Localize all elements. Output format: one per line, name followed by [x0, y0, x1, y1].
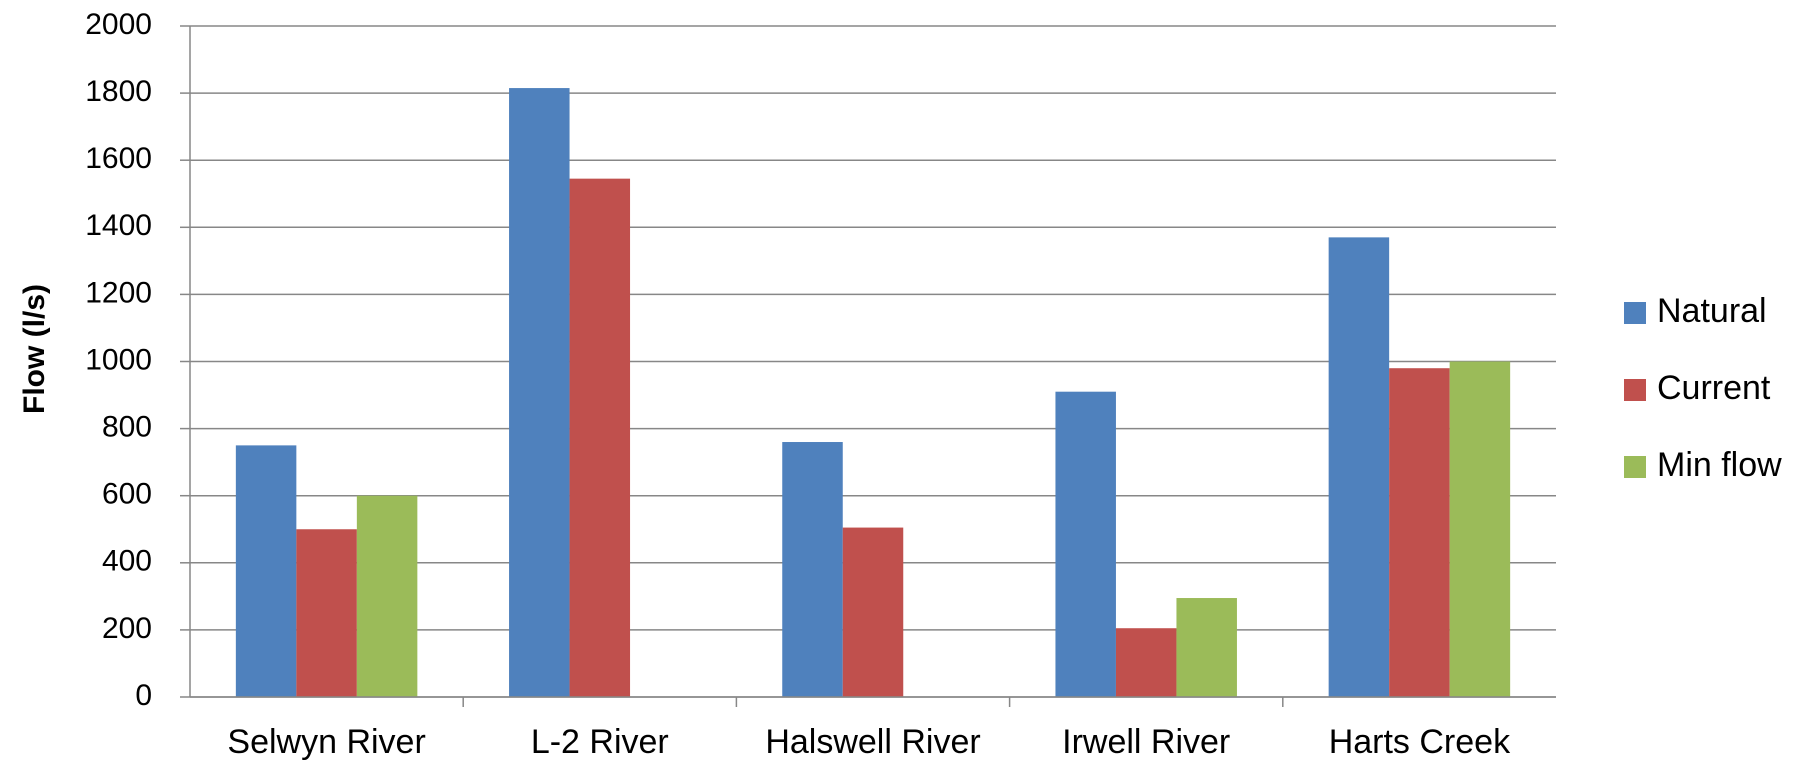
y-axis-title: Flow (l/s) — [18, 284, 51, 414]
legend-label: Min flow — [1657, 446, 1782, 484]
x-category-label: Irwell River — [1062, 723, 1230, 761]
bar-natural — [235, 445, 297, 697]
bar-natural — [1055, 391, 1116, 697]
x-category-label: Halswell River — [765, 723, 980, 761]
y-tick-label: 1200 — [85, 276, 152, 309]
bar-current — [1389, 368, 1450, 697]
y-tick-label: 600 — [102, 478, 152, 511]
legend: Natural Current Min flow — [1624, 292, 1782, 484]
legend-label: Current — [1657, 369, 1771, 407]
bar-current — [569, 178, 631, 698]
bar-min-flow — [1449, 361, 1511, 697]
legend-swatch — [1624, 456, 1646, 478]
bar-current — [842, 527, 904, 697]
y-tick-label: 1400 — [85, 209, 152, 242]
bars — [235, 88, 1511, 698]
bar-current — [296, 529, 357, 697]
bar-min-flow — [1176, 598, 1237, 697]
x-category-label: Harts Creek — [1329, 723, 1511, 761]
x-category-label: L-2 River — [531, 723, 669, 761]
y-tick-label: 0 — [135, 679, 152, 712]
legend-label: Natural — [1657, 292, 1767, 330]
y-tick-label: 800 — [102, 411, 152, 444]
x-category-label: Selwyn River — [227, 723, 425, 761]
y-tick-label: 400 — [102, 545, 152, 578]
y-tick-label: 1000 — [85, 343, 152, 376]
y-tick-label: 1800 — [85, 75, 152, 108]
x-category-labels: Selwyn River L-2 River Halswell River Irwel… — [227, 723, 1511, 761]
bar-natural — [509, 88, 570, 697]
legend-swatch — [1624, 379, 1646, 401]
y-tick-label: 1600 — [85, 142, 152, 175]
bar-natural — [782, 442, 843, 697]
legend-swatch — [1624, 302, 1646, 324]
bar-current — [1115, 628, 1177, 697]
bar-min-flow — [356, 495, 418, 697]
y-tick-labels: 0 200 400 600 800 1000 1200 1400 1600 1800 2000 — [85, 8, 152, 712]
y-tick-label: 200 — [102, 612, 152, 645]
axes — [189, 26, 1556, 707]
y-tick-label: 2000 — [85, 8, 152, 41]
bar-natural — [1328, 237, 1390, 698]
